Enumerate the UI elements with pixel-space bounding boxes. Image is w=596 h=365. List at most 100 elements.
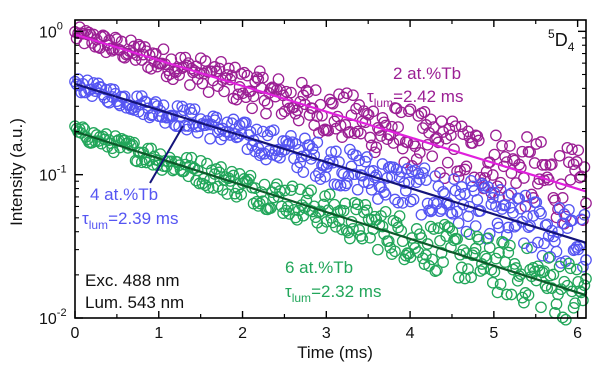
data-point — [536, 249, 549, 262]
data-point — [457, 198, 470, 211]
data-point — [302, 187, 314, 200]
data-point — [308, 149, 321, 162]
data-point — [435, 247, 448, 259]
data-point — [488, 148, 501, 161]
data-point — [463, 200, 476, 213]
data-point — [334, 179, 347, 192]
data-point — [179, 51, 192, 64]
data-point — [334, 119, 347, 132]
data-point — [129, 54, 142, 66]
data-point — [497, 237, 510, 249]
data-point — [437, 185, 449, 198]
data-point — [505, 288, 518, 301]
data-point — [420, 249, 432, 261]
data-point — [494, 176, 507, 189]
x-tick-label: 6 — [573, 325, 582, 342]
data-point — [550, 245, 563, 258]
data-point — [396, 197, 409, 209]
data-point — [227, 169, 240, 182]
data-point — [292, 143, 305, 156]
data-point — [379, 188, 392, 201]
data-point — [185, 107, 198, 119]
data-point — [479, 250, 491, 263]
data-point — [563, 203, 575, 216]
x-tick-label: 0 — [71, 325, 80, 342]
data-point — [258, 178, 271, 191]
data-point — [359, 199, 372, 211]
tau-symbol: τ — [285, 282, 292, 301]
data-point — [121, 47, 134, 60]
x-tick-label: 3 — [322, 325, 331, 342]
data-point — [471, 193, 484, 206]
level-label: 5D4 — [548, 27, 575, 54]
data-point — [417, 167, 429, 179]
data-point — [465, 271, 477, 284]
data-point — [486, 192, 499, 204]
data-point — [361, 204, 373, 217]
data-point — [250, 123, 263, 136]
data-point — [125, 140, 137, 152]
data-point — [184, 79, 196, 91]
series-label-4at: 4 at.%Tb — [90, 185, 158, 204]
data-point — [500, 288, 513, 301]
data-point — [569, 297, 581, 310]
data-point — [375, 130, 387, 142]
y-tick-exponent: -2 — [57, 307, 67, 319]
data-point — [426, 253, 439, 266]
data-point — [516, 145, 529, 158]
data-point — [421, 238, 434, 250]
data-point — [445, 206, 457, 219]
data-point — [114, 99, 126, 112]
data-point — [188, 103, 201, 116]
x-tick-label: 2 — [238, 325, 247, 342]
data-point — [410, 153, 423, 166]
data-point — [412, 110, 425, 122]
data-points-layer — [69, 21, 592, 326]
data-point — [347, 222, 359, 235]
data-point — [378, 186, 390, 199]
data-point — [561, 141, 574, 154]
tau-value: =2.39 ms — [108, 209, 178, 228]
data-point — [504, 239, 516, 252]
data-point — [340, 224, 353, 237]
data-point — [229, 61, 241, 74]
data-point — [213, 62, 226, 75]
data-point — [559, 313, 572, 326]
data-point — [348, 168, 361, 181]
data-point — [238, 66, 251, 79]
data-point — [514, 161, 527, 174]
data-point — [413, 173, 426, 186]
data-point — [460, 247, 473, 259]
data-point — [564, 262, 577, 275]
data-point — [351, 125, 364, 138]
data-point — [502, 221, 515, 234]
data-point — [303, 139, 316, 151]
data-point — [303, 109, 316, 121]
level-label-letter: D — [555, 30, 568, 50]
data-point — [193, 67, 206, 79]
data-point — [235, 188, 248, 201]
data-point — [240, 116, 252, 129]
data-point — [351, 183, 364, 196]
tau-symbol: τ — [367, 87, 374, 106]
data-point — [250, 71, 263, 84]
data-point — [514, 202, 527, 215]
data-point — [524, 146, 536, 158]
data-point — [226, 69, 238, 82]
data-point — [463, 228, 476, 241]
data-point — [424, 220, 437, 233]
data-point — [443, 221, 456, 234]
data-point — [330, 220, 342, 233]
data-point — [539, 279, 552, 292]
fit-line-series-2 — [74, 82, 587, 244]
data-point — [427, 121, 440, 133]
data-point — [493, 246, 505, 259]
data-point — [236, 87, 249, 100]
data-point — [267, 124, 280, 137]
data-point — [413, 146, 426, 159]
data-point — [140, 96, 153, 109]
data-point — [103, 96, 116, 109]
data-point — [353, 154, 366, 167]
